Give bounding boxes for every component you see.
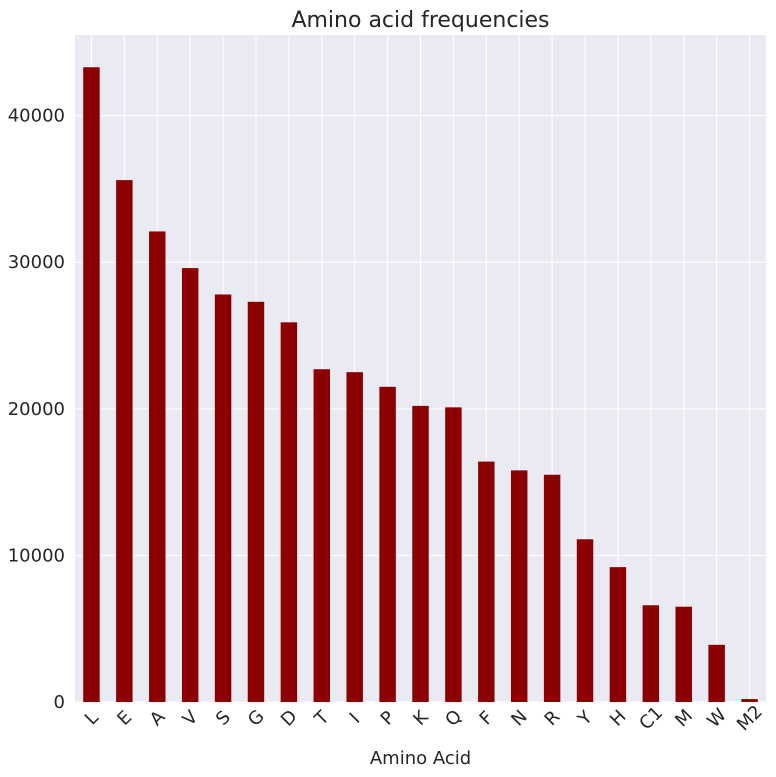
x-tick-label: L (81, 707, 103, 729)
bar-y (576, 539, 594, 702)
bar-l (83, 67, 100, 702)
x-tick-label: D (277, 706, 302, 731)
x-tick-label: K (409, 706, 433, 730)
x-tick-label: G (244, 706, 269, 731)
x-tick-label: R (541, 707, 565, 731)
bar-c1 (642, 605, 660, 702)
x-tick-label: M (671, 705, 697, 731)
x-axis-ticks: L E A V S G D T I P K Q F N R Y H C1 M W M2 (81, 701, 767, 735)
y-axis-ticks: 0 10000 20000 30000 40000 (8, 106, 65, 713)
y-tick-label: 20000 (8, 399, 65, 420)
bar-h (609, 567, 627, 702)
x-tick-label: P (377, 707, 400, 730)
y-tick-label: 40000 (8, 106, 65, 127)
x-tick-label: N (507, 706, 531, 730)
bar-p (379, 386, 396, 702)
y-tick-label: 10000 (8, 545, 65, 566)
bar-a (149, 231, 166, 702)
x-tick-label: C1 (635, 702, 667, 734)
x-tick-label: Q (441, 706, 466, 731)
x-tick-label: W (703, 704, 731, 732)
bar-e (116, 180, 133, 703)
bars (83, 67, 758, 703)
x-tick-label: Y (573, 706, 597, 730)
x-tick-label: F (476, 707, 498, 729)
bar-m2 (741, 699, 758, 702)
bar-d (280, 322, 298, 702)
x-tick-label: I (346, 709, 365, 728)
x-tick-label: A (146, 706, 170, 730)
bar-k (412, 405, 429, 702)
bar-m (675, 606, 692, 702)
bar-w (708, 644, 725, 702)
x-tick-label: E (113, 707, 136, 730)
chart-title: Amino acid frequencies (291, 8, 549, 33)
x-tick-label: T (310, 706, 334, 730)
bar-i (346, 372, 363, 702)
x-tick-label: S (212, 707, 235, 730)
y-tick-label: 30000 (8, 252, 65, 273)
y-tick-label: 0 (54, 692, 65, 713)
bar-q (445, 407, 462, 702)
bar-g (247, 301, 265, 702)
bar-r (543, 474, 561, 702)
x-tick-label: M2 (733, 701, 767, 735)
bar-v (181, 268, 199, 702)
x-tick-label: V (179, 706, 203, 730)
x-axis-label: Amino Acid (370, 748, 471, 769)
bar-f (478, 461, 495, 702)
x-tick-label: H (606, 706, 630, 730)
bar-t (313, 369, 331, 702)
bar-s (214, 294, 232, 702)
bar-n (510, 470, 528, 702)
